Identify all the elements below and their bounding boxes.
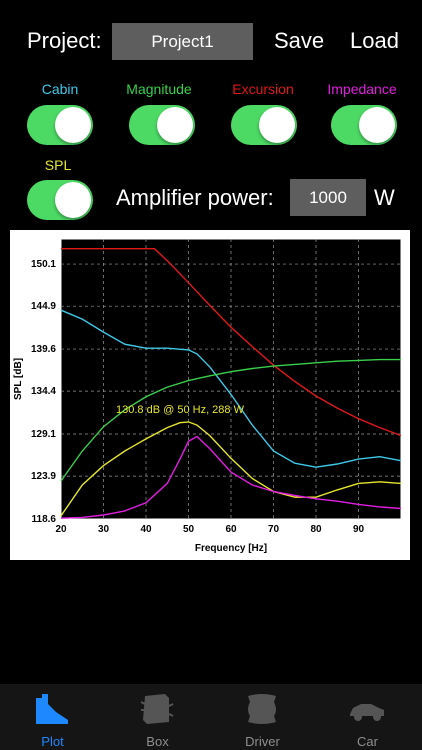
- excursion-series-line: [61, 248, 402, 437]
- toggle-knob: [55, 182, 91, 218]
- x-tick-label: 40: [140, 524, 152, 535]
- chart-gridlines: [61, 239, 401, 519]
- x-tick-label: 60: [225, 524, 237, 535]
- tab-box-label: Box: [146, 734, 169, 749]
- chart-series: [60, 248, 402, 519]
- y-tick-label: 144.9: [31, 301, 56, 312]
- x-tick-label: 70: [268, 524, 280, 535]
- car-icon: [350, 704, 384, 721]
- tab-box[interactable]: Box: [105, 684, 210, 750]
- tab-driver[interactable]: Driver: [210, 684, 315, 750]
- project-name-value: Project1: [151, 31, 214, 51]
- cabin-toggle[interactable]: [27, 105, 93, 145]
- y-tick-label: 123.9: [31, 471, 56, 482]
- y-tick-label: 139.6: [31, 344, 56, 355]
- magnitude-toggle[interactable]: [129, 105, 195, 145]
- excursion-toggle[interactable]: [231, 105, 297, 145]
- x-tick-label: 20: [55, 524, 67, 535]
- y-tick-label: 118.6: [32, 514, 57, 525]
- x-axis-label: Frequency [Hz]: [195, 543, 267, 554]
- x-tick-label: 90: [353, 524, 365, 535]
- tab-car[interactable]: Car: [315, 684, 420, 750]
- x-tick-label: 30: [98, 524, 110, 535]
- impedance-toggle-label: Impedance: [327, 81, 397, 97]
- tab-plot-label: Plot: [41, 734, 64, 749]
- load-button[interactable]: Load: [350, 28, 399, 53]
- toggle-knob: [157, 107, 193, 143]
- tab-plot[interactable]: Plot: [0, 684, 105, 750]
- x-tick-label: 50: [183, 524, 195, 535]
- save-button[interactable]: Save: [274, 28, 325, 53]
- amplifier-power-field[interactable]: 1000: [290, 179, 366, 216]
- x-tick-label: 80: [310, 524, 322, 535]
- x-axis-ticks: 20 30 40 50 60 70 80 90: [55, 524, 364, 535]
- excursion-toggle-label: Excursion: [232, 81, 294, 97]
- tab-driver-label: Driver: [245, 734, 280, 749]
- project-name-field[interactable]: Project1: [112, 23, 253, 60]
- amplifier-power-value: 1000: [309, 187, 347, 207]
- y-axis-label: SPL [dB]: [13, 358, 24, 400]
- cabin-series-line: [60, 309, 402, 468]
- tab-bar: Plot Box Driver Car: [0, 684, 422, 750]
- spl-toggle[interactable]: [27, 180, 93, 220]
- impedance-series-line: [60, 435, 402, 519]
- amplifier-power-label: Amplifier power:: [116, 185, 274, 210]
- impedance-toggle[interactable]: [331, 105, 397, 145]
- plot-icon: [36, 694, 68, 724]
- tab-car-label: Car: [357, 734, 378, 749]
- spl-series-line: [60, 421, 402, 517]
- spl-frequency-chart: 130.8 dB @ 50 Hz, 288 W 20 30 40 50 60 70 80 90…: [10, 230, 410, 560]
- amplifier-power-unit: W: [374, 185, 395, 210]
- toggle-knob: [259, 107, 295, 143]
- y-tick-label: 129.1: [31, 429, 56, 440]
- project-label: Project:: [27, 28, 102, 53]
- toggle-knob: [359, 107, 395, 143]
- toggle-knob: [55, 107, 91, 143]
- spl-toggle-label: SPL: [44, 157, 72, 173]
- cabin-toggle-label: Cabin: [41, 81, 79, 97]
- box-icon: [140, 694, 174, 724]
- y-tick-label: 150.1: [31, 259, 56, 270]
- magnitude-toggle-label: Magnitude: [126, 81, 192, 97]
- y-axis-ticks: 118.6 123.9 129.1 134.4 139.6 144.9 150.1: [31, 259, 56, 525]
- driver-icon: [248, 694, 276, 724]
- magnitude-series-line: [60, 358, 401, 482]
- chart-annotation: 130.8 dB @ 50 Hz, 288 W: [116, 404, 245, 416]
- y-tick-label: 134.4: [31, 386, 56, 397]
